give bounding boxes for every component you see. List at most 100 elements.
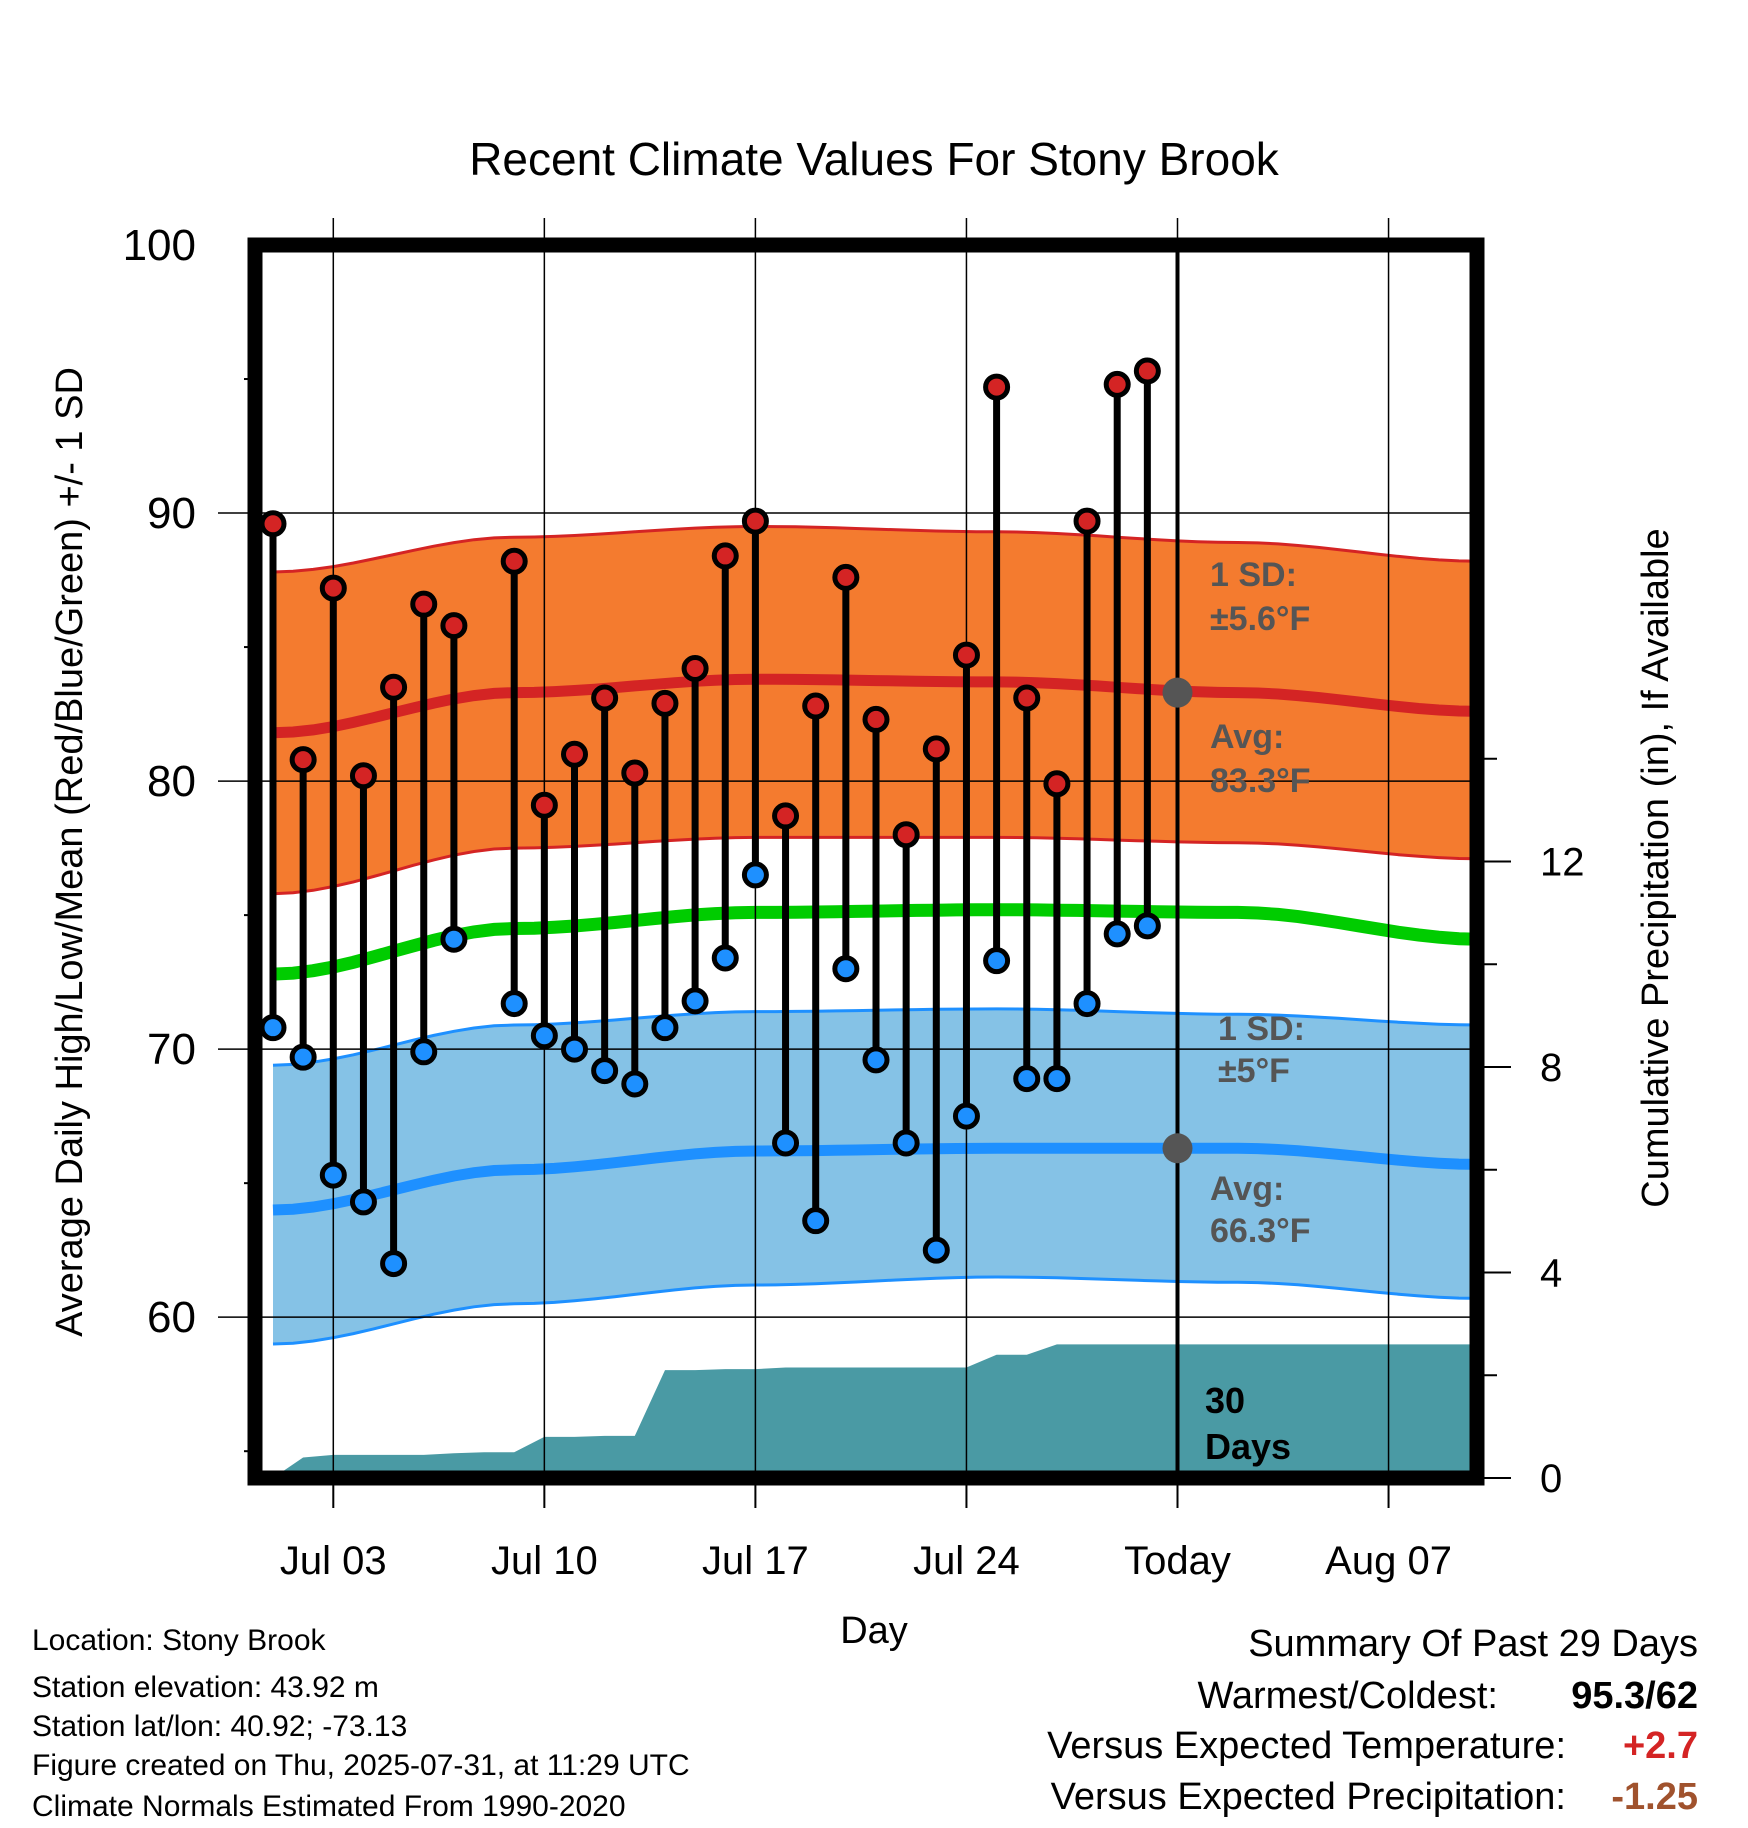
daily-low-point [621, 1070, 649, 1098]
daily-high-point [319, 574, 347, 602]
daily-low-point [259, 1014, 287, 1042]
y-tick-label: 60 [147, 1293, 196, 1342]
y-axis-label: Average Daily High/Low/Mean (Red/Blue/Gr… [49, 367, 91, 1337]
info-created: Figure created on Thu, 2025-07-31, at 11… [32, 1749, 690, 1782]
daily-high-point [922, 735, 950, 763]
daily-low-point [681, 987, 709, 1015]
summary-warm-cold-value: 95.3/62 [1571, 1675, 1698, 1717]
daily-low-point [772, 1129, 800, 1157]
daily-high-point [772, 802, 800, 830]
daily-low-point [440, 925, 468, 953]
daily-high-point [711, 542, 739, 570]
normal-high-line [272, 673, 1480, 739]
daily-high-point [952, 641, 980, 669]
y2-tick-label: 0 [1540, 1457, 1562, 1501]
high-sd-label: 1 SD: [1210, 556, 1297, 594]
normal-low-line [272, 1142, 1480, 1216]
low-avg-value: 66.3°F [1210, 1212, 1311, 1250]
daily-low-point [410, 1038, 438, 1066]
x-tick-label: Jul 10 [491, 1539, 598, 1583]
days-word-label: Days [1205, 1426, 1291, 1467]
y-tick-label: 70 [147, 1025, 196, 1074]
daily-low-point [802, 1207, 830, 1235]
daily-low-point [1103, 920, 1131, 948]
daily-high-point [530, 791, 558, 819]
info-latlon: Station lat/lon: 40.92; -73.13 [32, 1710, 408, 1743]
daily-high-point [862, 705, 890, 733]
daily-low-point [289, 1043, 317, 1071]
days-count-label: 30 [1205, 1380, 1245, 1421]
y-tick-label: 100 [123, 221, 196, 270]
y2-tick-label: 8 [1540, 1046, 1562, 1090]
summary-warm-cold-label: Warmest/Coldest: [1197, 1675, 1498, 1717]
y-tick-label: 80 [147, 757, 196, 806]
daily-high-point [983, 373, 1011, 401]
info-normals: Climate Normals Estimated From 1990-2020 [32, 1790, 626, 1823]
info-location: Location: Stony Brook [32, 1624, 326, 1657]
daily-high-point [500, 547, 528, 575]
x-tick-label: Jul 24 [913, 1539, 1020, 1583]
daily-high-point [591, 684, 619, 712]
summary-temp-value: +2.7 [1622, 1725, 1698, 1767]
daily-high-point [832, 563, 860, 591]
summary-precip-label: Versus Expected Precipitation: [1050, 1776, 1566, 1818]
today-normal-high-marker [1162, 677, 1193, 708]
daily-low-point [561, 1035, 588, 1063]
daily-low-point [530, 1022, 558, 1050]
precip-area [273, 1344, 1479, 1478]
y2-tick-label: 4 [1540, 1252, 1562, 1296]
daily-high-point [681, 655, 709, 683]
x-tick-label: Aug 07 [1325, 1539, 1452, 1583]
x-tick-label: Today [1124, 1539, 1231, 1583]
daily-high-point [621, 759, 649, 787]
daily-low-point [1013, 1065, 1041, 1093]
low-sd-band-lower-edge [272, 1275, 1480, 1346]
daily-high-point [1103, 370, 1131, 398]
daily-low-point [500, 990, 528, 1018]
high-sd-band-upper-edge [272, 524, 1480, 574]
daily-low-point [651, 1014, 679, 1042]
daily-high-point [892, 821, 920, 849]
daily-low-point [711, 944, 739, 972]
daily-high-point [349, 762, 377, 790]
daily-high-point [289, 746, 317, 774]
daily-low-point [862, 1046, 890, 1074]
chart-title: Recent Climate Values For Stony Brook [469, 133, 1280, 185]
daily-low-point [1073, 990, 1101, 1018]
y2-tick-label: 12 [1540, 841, 1585, 885]
y-tick-label: 90 [147, 489, 196, 538]
low-sd-value: ±5°F [1218, 1052, 1290, 1090]
daily-high-point [741, 507, 769, 535]
low-sd-label: 1 SD: [1218, 1010, 1305, 1048]
daily-high-point [1073, 507, 1101, 535]
x-tick-label: Jul 03 [280, 1539, 387, 1583]
daily-low-point [1043, 1065, 1071, 1093]
daily-high-point [1043, 770, 1071, 798]
daily-low-point [741, 861, 769, 889]
summary-precip-value: -1.25 [1611, 1776, 1698, 1818]
daily-high-point [1013, 684, 1041, 712]
high-sd-value: ±5.6°F [1210, 600, 1310, 638]
x-tick-label: Jul 17 [702, 1539, 809, 1583]
daily-high-point [561, 740, 588, 768]
plot-frame [247, 237, 1485, 1486]
summary-title: Summary Of Past 29 Days [1248, 1623, 1698, 1665]
daily-high-point [440, 612, 468, 640]
daily-low-point [892, 1129, 920, 1157]
high-avg-value: 83.3°F [1210, 762, 1311, 800]
x-axis-label: Day [840, 1610, 908, 1652]
daily-high-point [651, 689, 679, 717]
daily-low-point [349, 1188, 377, 1216]
daily-low-point [952, 1102, 980, 1130]
today-normal-low-marker [1162, 1133, 1193, 1164]
daily-high-point [410, 590, 438, 618]
low-avg-label: Avg: [1210, 1170, 1284, 1208]
daily-high-point [380, 673, 408, 701]
daily-low-point [832, 955, 860, 983]
daily-low-point [1133, 912, 1161, 940]
high-avg-label: Avg: [1210, 718, 1284, 756]
daily-low-point [922, 1236, 950, 1264]
daily-low-point [380, 1250, 408, 1278]
summary-temp-label: Versus Expected Temperature: [1047, 1725, 1566, 1767]
